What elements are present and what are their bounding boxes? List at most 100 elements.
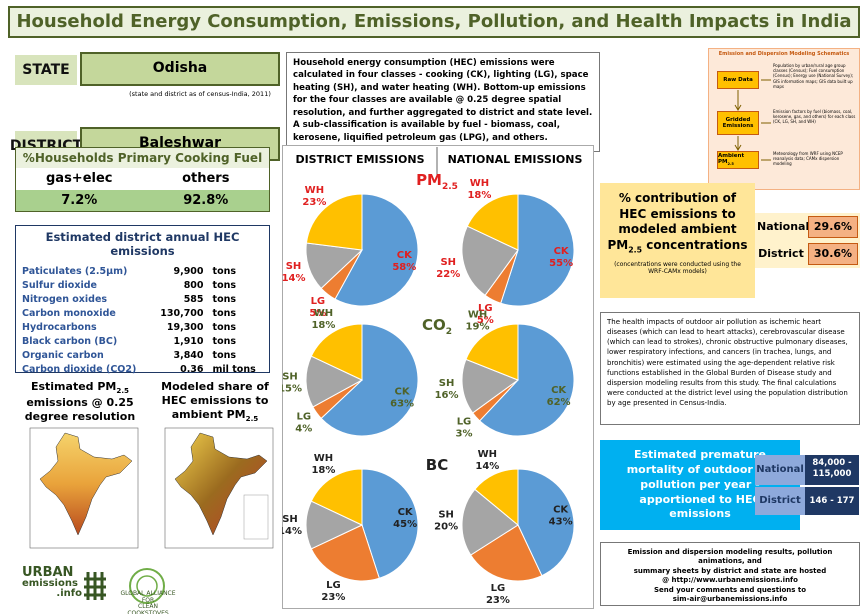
pie-slice bbox=[517, 468, 575, 577]
contribution-value: 30.6% bbox=[808, 243, 858, 265]
pie-slice bbox=[310, 323, 363, 381]
pie-slice bbox=[305, 193, 363, 251]
text-part: Ambient PM bbox=[718, 153, 745, 166]
column-header: NATIONAL EMISSIONS bbox=[448, 153, 583, 166]
slice-label: 58% bbox=[392, 262, 416, 273]
slice-category: SH bbox=[282, 514, 298, 525]
emission-value: 9,900 bbox=[173, 265, 204, 277]
state-label: STATE bbox=[15, 55, 77, 85]
footer-line: Send your comments and questions to bbox=[653, 585, 807, 594]
slice-label: 63% bbox=[390, 398, 414, 409]
slice-category: WH bbox=[314, 308, 333, 319]
cooking-fuel: %Households Primary Cooking Fuel gas+ele… bbox=[15, 147, 270, 212]
slice-label: 14% bbox=[475, 461, 499, 472]
slice-category: CK bbox=[553, 504, 569, 515]
pollutant-name: Carbon monoxide bbox=[22, 307, 116, 319]
slice-label: 5% bbox=[477, 315, 494, 326]
pie-slice bbox=[461, 358, 520, 414]
slice-label: 3% bbox=[455, 429, 472, 440]
slice-label: 19% bbox=[466, 321, 490, 332]
emissions-title: Estimated district annual HEC emissions bbox=[45, 230, 240, 258]
slice-label: 18% bbox=[467, 190, 491, 201]
pie-slice bbox=[310, 468, 363, 526]
gacc-logo: GLOBAL ALLIANCE FOR CLEAN COOKSTOVES bbox=[118, 590, 178, 614]
map-caption: Estimated PM2.5 emissions @ 0.25 degree … bbox=[15, 380, 145, 424]
slice-category: CK bbox=[551, 385, 567, 396]
pie-slice bbox=[478, 323, 575, 437]
pie-slice bbox=[361, 468, 419, 579]
pie-slice bbox=[474, 468, 519, 527]
emission-unit: tons bbox=[212, 307, 237, 319]
slice-category: WH bbox=[478, 449, 497, 460]
cooking-fuel-value: 92.8% bbox=[183, 193, 229, 208]
mortality-value: 146 - 177 bbox=[805, 487, 859, 515]
slice-category: LG bbox=[326, 580, 341, 591]
slice-label: 18% bbox=[311, 320, 335, 331]
slice-label: 55% bbox=[549, 258, 573, 269]
contribution-note: (concentrations were conducted using the… bbox=[614, 261, 741, 276]
contribution-title: % contribution of HEC emissions to model… bbox=[606, 191, 749, 255]
slice-category: SH bbox=[438, 509, 454, 520]
emissions-box: Estimated district annual HEC emissions … bbox=[15, 225, 270, 376]
emission-value: 800 bbox=[183, 279, 204, 291]
emission-value: 1,910 bbox=[173, 335, 204, 347]
cooking-fuel-value: 7.2% bbox=[61, 193, 98, 208]
slice-label: 18% bbox=[311, 465, 335, 476]
subscript: 2.5 bbox=[116, 386, 130, 396]
slice-category: WH bbox=[314, 453, 333, 464]
map-shape bbox=[39, 432, 133, 536]
emission-unit: tons bbox=[212, 335, 237, 347]
slice-category: WH bbox=[305, 185, 324, 196]
emissions-row: Paticulates (2.5μm) 9,900 tons bbox=[22, 264, 263, 278]
pollutant-name: Paticulates (2.5μm) bbox=[22, 265, 128, 277]
text-part: CO bbox=[422, 316, 446, 334]
map-shape bbox=[174, 432, 268, 536]
emission-unit: tons bbox=[212, 293, 237, 305]
cooking-fuel-title: %Households Primary Cooking Fuel bbox=[16, 148, 269, 168]
mortality-label: National bbox=[755, 455, 805, 485]
contribution-label: National bbox=[757, 220, 810, 233]
emissions-row: Nitrogen oxides 585 tons bbox=[22, 292, 263, 306]
mortality-label: District bbox=[755, 487, 805, 515]
pie-slice bbox=[466, 193, 519, 251]
slice-label: 62% bbox=[547, 397, 571, 408]
pie-slice bbox=[470, 524, 543, 582]
slice-category: WH bbox=[468, 309, 487, 320]
schematic-box: Raw Data bbox=[717, 71, 759, 89]
mortality-value: 84,000 - 115,000 bbox=[805, 455, 859, 485]
schematic-box: Ambient PM2.5 bbox=[717, 151, 759, 169]
emission-unit: tons bbox=[212, 321, 237, 333]
slice-label: 22% bbox=[436, 269, 460, 280]
emissions-row: Carbon monoxide 130,700 tons bbox=[22, 306, 263, 320]
pollutant-title: PM2.5 bbox=[416, 171, 458, 192]
emissions-row: Sulfur dioxide 800 tons bbox=[22, 278, 263, 292]
contribution-label: District bbox=[758, 247, 804, 260]
schematic-box: Gridded Emissions bbox=[717, 111, 759, 135]
cooking-fuel-header: gas+elec bbox=[45, 171, 113, 186]
slice-category: SH bbox=[282, 371, 298, 382]
slice-category: SH bbox=[286, 261, 302, 272]
slice-label: 14% bbox=[282, 273, 305, 284]
cooking-fuel-header: others bbox=[182, 171, 230, 186]
slice-category: WH bbox=[470, 178, 489, 189]
emission-value: 585 bbox=[183, 293, 204, 305]
emission-value: 130,700 bbox=[160, 307, 204, 319]
pie-slice bbox=[320, 323, 419, 437]
schematic-box-text: Gridded Emissions bbox=[722, 117, 754, 129]
page-title: Household Energy Consumption, Emissions,… bbox=[8, 6, 860, 38]
slice-label: 5% bbox=[309, 308, 326, 319]
slice-label: 23% bbox=[321, 592, 345, 603]
slice-category: SH bbox=[439, 378, 455, 389]
pollutant-name: Sulfur dioxide bbox=[22, 279, 97, 291]
emissions-table: Paticulates (2.5μm) 9,900 tons Sulfur dioxi… bbox=[22, 264, 263, 376]
slice-label: 4% bbox=[295, 423, 312, 434]
slice-category: LG bbox=[478, 303, 493, 314]
slice-category: LG bbox=[457, 417, 472, 428]
pie-slice bbox=[465, 323, 519, 381]
slice-category: LG bbox=[296, 411, 311, 422]
footer-line: @ http://www.urbanemissions.info bbox=[662, 576, 798, 585]
text-part: concentrations bbox=[646, 237, 748, 252]
column-header: DISTRICT EMISSIONS bbox=[295, 153, 424, 166]
subscript: 2.5 bbox=[628, 245, 643, 255]
